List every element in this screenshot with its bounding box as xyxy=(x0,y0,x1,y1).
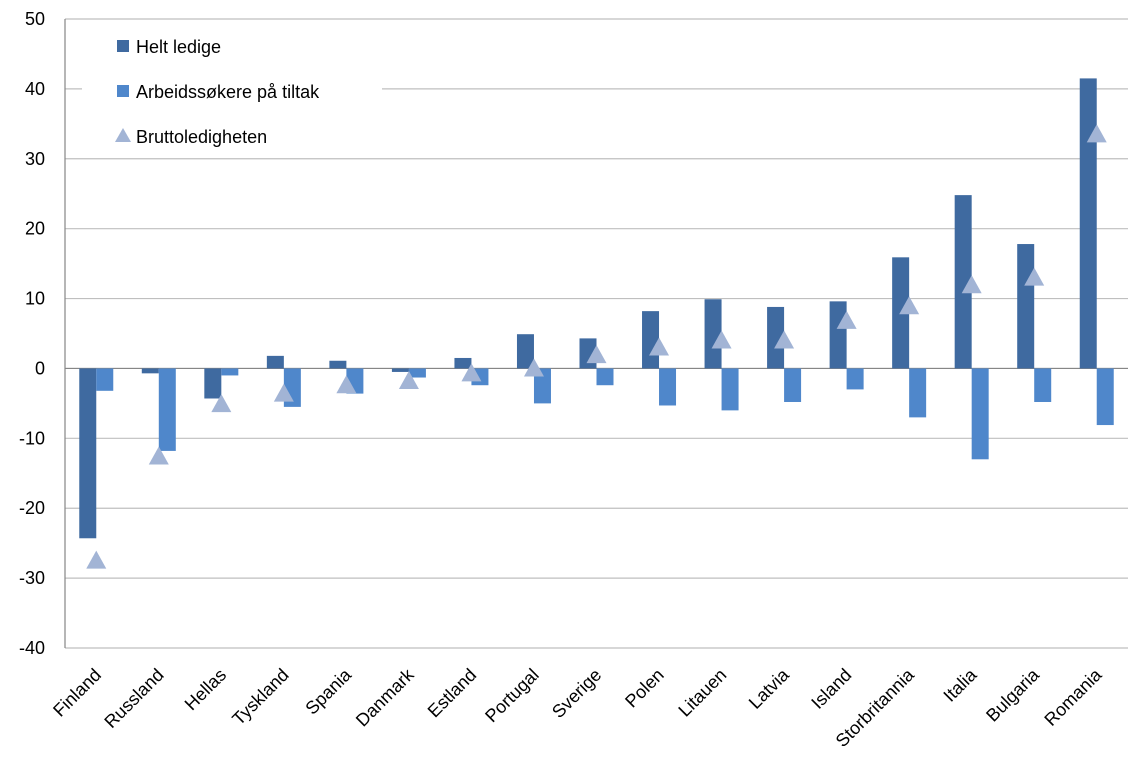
bar-helt-ledige xyxy=(954,195,972,369)
y-tick-label: 10 xyxy=(25,289,45,309)
marker-bruttoledigheten xyxy=(86,550,107,569)
y-tick-label: 0 xyxy=(35,358,45,378)
y-tick-label: 50 xyxy=(25,9,45,29)
category-label: Sverige xyxy=(548,665,605,722)
legend-swatch xyxy=(117,85,129,97)
bar-tiltak xyxy=(659,368,677,406)
bar-tiltak xyxy=(96,368,114,391)
marker-bruttoledigheten xyxy=(774,330,795,349)
legend-label: Bruttoledigheten xyxy=(136,127,267,147)
bar-tiltak xyxy=(408,368,426,378)
y-tick-labels: -40 -30 -20 -10 0 10 20 30 40 50 xyxy=(19,9,45,658)
legend-swatch xyxy=(117,40,129,52)
bar-helt-ledige xyxy=(79,368,97,539)
marker-bruttoledigheten xyxy=(836,310,857,329)
marker-bruttoledigheten xyxy=(461,363,482,382)
category-label: Finland xyxy=(49,665,105,721)
bar-helt-ledige xyxy=(204,368,222,399)
marker-bruttoledigheten xyxy=(523,358,544,377)
y-tick-label: -40 xyxy=(19,638,45,658)
category-label: Bulgaria xyxy=(982,664,1044,726)
bar-tiltak xyxy=(1034,368,1052,402)
category-label: Tyskland xyxy=(228,665,292,729)
legend: Helt ledige Arbeidssøkere på tiltak Brutto… xyxy=(82,24,382,158)
marker-bruttoledigheten xyxy=(586,345,607,364)
y-tick-label: 20 xyxy=(25,219,45,239)
marker-bruttoledigheten xyxy=(398,371,419,390)
bar-helt-ledige xyxy=(454,357,472,369)
bar-helt-ledige xyxy=(141,368,159,374)
category-label: Italia xyxy=(939,664,981,706)
bar-tiltak xyxy=(221,368,239,376)
bar-tiltak xyxy=(533,368,551,404)
bars xyxy=(79,78,1114,539)
bar-helt-ledige xyxy=(829,301,847,369)
y-tick-label: 40 xyxy=(25,79,45,99)
category-label: Latvia xyxy=(745,664,794,713)
legend-label: Helt ledige xyxy=(136,37,221,57)
markers xyxy=(86,124,1107,569)
bar-helt-ledige xyxy=(329,360,347,369)
bar-tiltak xyxy=(909,368,927,418)
bar-helt-ledige xyxy=(767,306,785,369)
bar-helt-ledige xyxy=(516,334,534,369)
bar-helt-ledige xyxy=(266,355,284,369)
category-label: Danmark xyxy=(352,664,418,730)
legend-label: Arbeidssøkere på tiltak xyxy=(136,82,320,102)
bar-tiltak xyxy=(846,368,864,390)
bar-helt-ledige xyxy=(391,368,409,372)
marker-bruttoledigheten xyxy=(211,394,232,413)
y-tick-label: -20 xyxy=(19,498,45,518)
bar-tiltak xyxy=(1096,368,1114,426)
bar-helt-ledige xyxy=(1079,78,1097,369)
bar-tiltak xyxy=(596,368,614,386)
bar-tiltak xyxy=(158,368,176,451)
marker-bruttoledigheten xyxy=(273,383,294,402)
y-tick-label: -30 xyxy=(19,568,45,588)
category-label: Russland xyxy=(100,665,167,732)
marker-bruttoledigheten xyxy=(336,375,357,394)
bar-tiltak xyxy=(784,368,802,402)
bar-helt-ledige xyxy=(704,299,722,369)
category-label: Hellas xyxy=(181,665,231,715)
category-label: Litauen xyxy=(674,665,730,721)
category-label: Romania xyxy=(1040,664,1106,730)
category-label: Island xyxy=(807,665,855,713)
marker-bruttoledigheten xyxy=(148,446,169,465)
y-tick-label: 30 xyxy=(25,149,45,169)
marker-bruttoledigheten xyxy=(1086,124,1107,143)
bar-helt-ledige xyxy=(642,311,660,369)
y-tick-label: -10 xyxy=(19,428,45,448)
bar-tiltak xyxy=(971,368,989,460)
marker-bruttoledigheten xyxy=(649,337,670,356)
bar-tiltak xyxy=(721,368,739,411)
category-label: Portugal xyxy=(481,665,543,727)
marker-bruttoledigheten xyxy=(711,330,732,349)
category-label: Polen xyxy=(621,665,668,712)
marker-bruttoledigheten xyxy=(1024,267,1045,286)
legend-swatch-triangle xyxy=(115,128,131,142)
category-label: Spania xyxy=(301,664,355,718)
marker-bruttoledigheten xyxy=(899,296,920,315)
legend-box xyxy=(82,24,382,158)
category-label: Estland xyxy=(424,665,481,722)
bar-helt-ledige xyxy=(1017,244,1035,369)
marker-bruttoledigheten xyxy=(961,275,982,294)
